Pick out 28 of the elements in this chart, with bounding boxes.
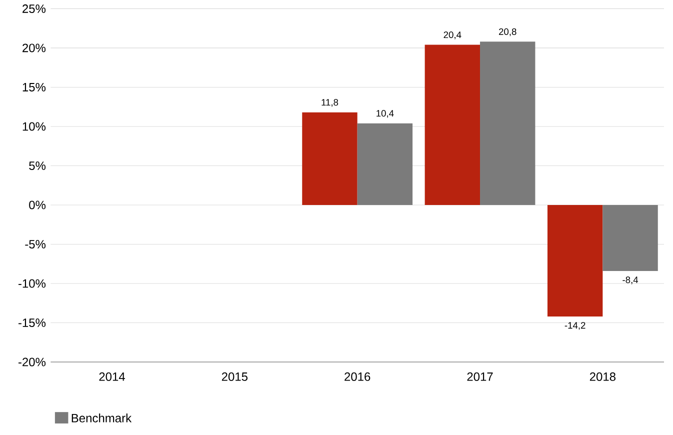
y-tick-label: -5% — [25, 240, 46, 248]
x-tick-label: 2015 — [222, 372, 248, 381]
data-label: 11,8 — [322, 98, 338, 107]
data-label: 10,4 — [376, 110, 394, 118]
y-tick-label: 20% — [22, 44, 46, 52]
y-tick-label: -15% — [18, 318, 46, 327]
y-tick-label: 25% — [22, 4, 46, 13]
y-tick-label: 10% — [22, 122, 46, 131]
x-tick-label: 2016 — [344, 372, 370, 381]
data-label: -14,2 — [564, 322, 586, 330]
bar — [480, 42, 536, 205]
y-tick-label: 15% — [22, 82, 46, 92]
bar — [547, 204, 603, 316]
legend-label: Benchmark — [72, 413, 132, 422]
bar — [302, 112, 358, 205]
y-tick-label: -10% — [18, 279, 46, 288]
data-label: 20,4 — [444, 31, 462, 40]
x-tick-label: 2014 — [99, 372, 125, 381]
y-tick-label: 5% — [29, 161, 46, 170]
bar — [357, 123, 413, 205]
x-tick-label: 2017 — [467, 372, 493, 381]
bar — [424, 44, 480, 205]
y-tick-label: 0% — [29, 200, 46, 210]
x-tick-label: 2018 — [590, 372, 616, 381]
y-tick-label: -20% — [18, 358, 46, 366]
data-label: -8,4 — [622, 276, 638, 284]
data-label: 20,8 — [498, 28, 516, 36]
bar — [602, 204, 658, 271]
